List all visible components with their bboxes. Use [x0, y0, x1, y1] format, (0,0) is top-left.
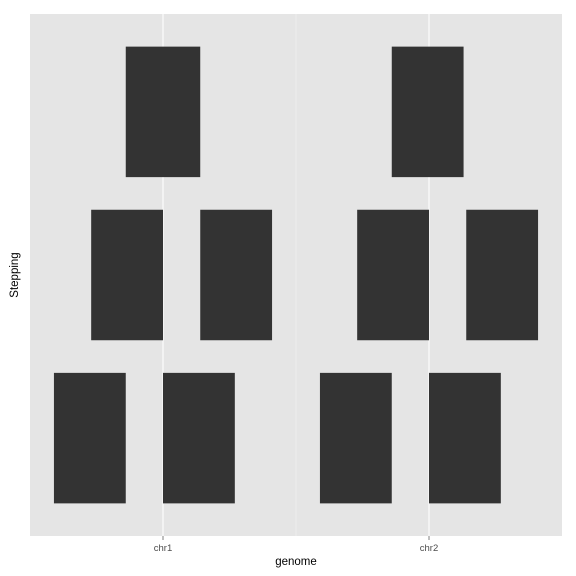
y-axis-title: Stepping	[9, 252, 21, 297]
bar-chr2-step-3-9	[391, 46, 464, 178]
x-axis-title: genome	[275, 556, 317, 568]
bar-chr2-step-2-7	[357, 209, 429, 341]
bar-chr1-step-1-0	[53, 372, 126, 504]
bar-chr1-step-2-2	[91, 209, 163, 341]
bar-chr1-step-2-3	[200, 209, 273, 341]
x-tick-label-chr1: chr1	[154, 543, 172, 554]
bar-chr2-step-1-5	[319, 372, 392, 504]
bar-chr1-step-1-1	[163, 372, 235, 504]
x-ticks: chr1 chr2	[154, 536, 438, 554]
bars	[53, 46, 539, 504]
bar-chr2-step-2-8	[466, 209, 539, 341]
bar-chr2-step-1-6	[429, 372, 501, 504]
bar-chr1-step-3-4	[125, 46, 201, 178]
x-tick-label-chr2: chr2	[420, 543, 438, 554]
